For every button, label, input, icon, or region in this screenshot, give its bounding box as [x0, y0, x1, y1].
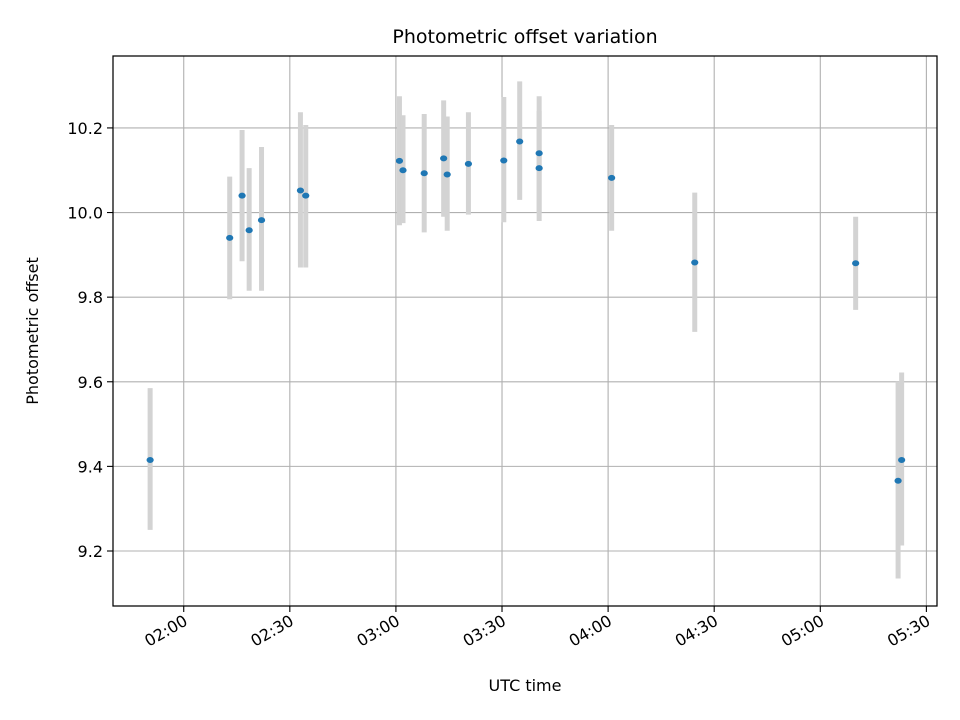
- data-point: [238, 192, 246, 199]
- data-point: [894, 477, 902, 484]
- data-point: [245, 227, 253, 234]
- y-axis-label: Photometric offset: [23, 257, 42, 405]
- y-tick-label: 9.6: [78, 373, 103, 392]
- data-point: [440, 155, 448, 162]
- y-tick-label: 9.2: [78, 542, 103, 561]
- data-point: [464, 160, 473, 167]
- data-point: [257, 217, 266, 224]
- y-tick-label: 9.4: [78, 457, 103, 476]
- data-point: [535, 150, 543, 157]
- data-point: [691, 259, 699, 266]
- data-point: [443, 171, 451, 178]
- chart-title: Photometric offset variation: [392, 26, 657, 48]
- plot-frame: [112, 55, 938, 607]
- data-point: [420, 170, 428, 177]
- x-axis-label: UTC time: [489, 676, 562, 695]
- data-point: [296, 187, 305, 194]
- y-tick-label: 9.8: [78, 288, 103, 307]
- data-point: [535, 165, 543, 172]
- data-point: [898, 457, 906, 464]
- grid-lines: [113, 56, 937, 606]
- y-axis-ticks: 9.2 9.4 9.6 9.8 10.0 10.2: [67, 119, 113, 561]
- data-point: [395, 157, 404, 164]
- data-point: [852, 260, 860, 267]
- data-point: [399, 167, 407, 174]
- y-tick-label: 10.2: [67, 119, 103, 138]
- data-point: [302, 192, 310, 199]
- data-points: [146, 138, 906, 484]
- data-point: [608, 174, 616, 181]
- data-point: [146, 457, 154, 464]
- y-tick-label: 10.0: [67, 204, 103, 223]
- data-point: [226, 234, 234, 241]
- data-point: [516, 138, 524, 145]
- data-point: [500, 157, 508, 164]
